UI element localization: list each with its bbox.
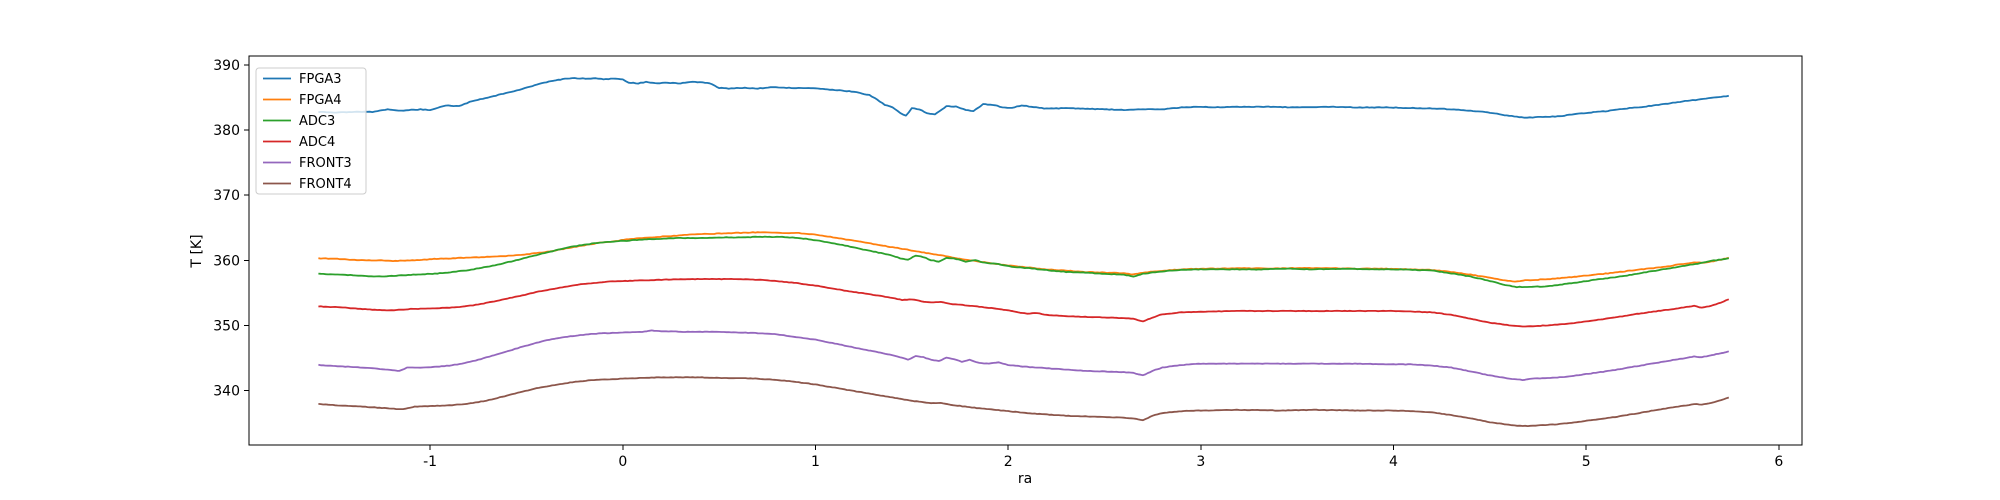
legend-label-ADC3: ADC3 bbox=[299, 114, 335, 129]
x-axis-label: ra bbox=[1017, 471, 1033, 487]
x-tick-label: 1 bbox=[811, 454, 820, 470]
x-tick-label: 4 bbox=[1389, 454, 1398, 470]
x-tick-label: 0 bbox=[618, 454, 627, 470]
legend-label-FPGA4: FPGA4 bbox=[299, 93, 342, 108]
y-tick-label: 390 bbox=[213, 58, 240, 74]
x-tick-label: 6 bbox=[1774, 454, 1783, 470]
plot-border bbox=[248, 55, 1803, 446]
legend-label-FPGA3: FPGA3 bbox=[299, 72, 342, 87]
y-tick-label: 380 bbox=[213, 123, 240, 139]
series-line-FRONT4 bbox=[318, 376, 1730, 427]
x-tick-label: 3 bbox=[1196, 454, 1205, 470]
legend-label-FRONT3: FRONT3 bbox=[299, 156, 352, 171]
series-line-ADC4 bbox=[318, 278, 1730, 328]
y-tick-label: 360 bbox=[213, 253, 240, 269]
y-tick-label: 370 bbox=[213, 188, 240, 204]
series-line-FPGA3 bbox=[318, 77, 1730, 119]
y-tick-label: 350 bbox=[213, 318, 240, 334]
series-line-ADC3 bbox=[318, 235, 1729, 289]
legend-label-ADC4: ADC4 bbox=[299, 135, 335, 150]
series-line-FRONT3 bbox=[318, 329, 1730, 381]
legend-label-FRONT4: FRONT4 bbox=[299, 177, 352, 192]
x-tick-label: 2 bbox=[1004, 454, 1013, 470]
x-tick-label: 5 bbox=[1582, 454, 1591, 470]
y-axis-label: T [K] bbox=[189, 234, 205, 268]
x-tick-label: -1 bbox=[423, 454, 437, 470]
y-tick-label: 340 bbox=[213, 383, 240, 399]
